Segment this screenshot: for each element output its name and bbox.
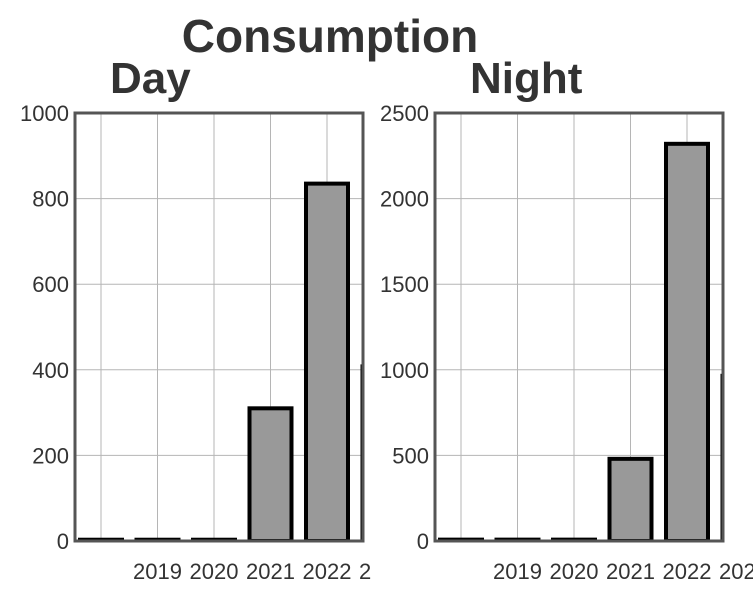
day-y-tick-label: 0	[57, 529, 69, 554]
day-bar-2021	[247, 406, 294, 541]
night-y-tick-label: 1500	[380, 272, 429, 297]
day-panel: Day 0 200 400 600 800 1000 2019 2020 2021 2022 202…	[20, 54, 408, 584]
night-y-tick-label: 500	[392, 443, 429, 468]
day-x-tick-label: 2019	[133, 559, 182, 584]
night-x-tick-label: 2023	[719, 559, 754, 584]
night-plot-frame	[433, 111, 725, 543]
day-panel-title: Day	[110, 54, 191, 103]
day-x-axis-labels: 2019 2020 2021 2022 2023	[133, 559, 408, 584]
night-y-tick-label: 2500	[380, 101, 429, 126]
night-bar-2022	[664, 141, 710, 541]
night-bar-2023	[720, 373, 723, 541]
day-x-tick-label: 2020	[190, 559, 239, 584]
night-y-tick-label: 2000	[380, 187, 429, 212]
night-x-tick-label: 2020	[550, 559, 599, 584]
night-panel-title: Night	[470, 54, 583, 103]
night-x-axis-labels: 2019 2020 2021 2022 2023	[493, 559, 754, 584]
day-y-tick-label: 800	[32, 187, 69, 212]
day-y-tick-label: 600	[32, 272, 69, 297]
night-y-tick-label: 1000	[380, 358, 429, 383]
day-plot-area	[75, 113, 363, 541]
day-x-tick-label: 2023	[359, 559, 408, 584]
day-y-tick-label: 200	[32, 443, 69, 468]
night-x-tick-label: 2019	[493, 559, 542, 584]
night-plot-area	[435, 113, 723, 541]
day-y-tick-label: 400	[32, 358, 69, 383]
day-x-tick-label: 2022	[303, 559, 352, 584]
night-y-tick-label: 0	[417, 529, 429, 554]
day-bar-2022	[304, 181, 350, 541]
day-y-tick-label: 1000	[20, 101, 69, 126]
day-plot-frame	[73, 111, 365, 543]
night-bar-2021	[607, 456, 654, 541]
night-x-tick-label: 2021	[606, 559, 655, 584]
night-x-tick-label: 2022	[663, 559, 712, 584]
day-x-tick-label: 2021	[246, 559, 295, 584]
chart-main-title: Consumption	[182, 10, 478, 62]
